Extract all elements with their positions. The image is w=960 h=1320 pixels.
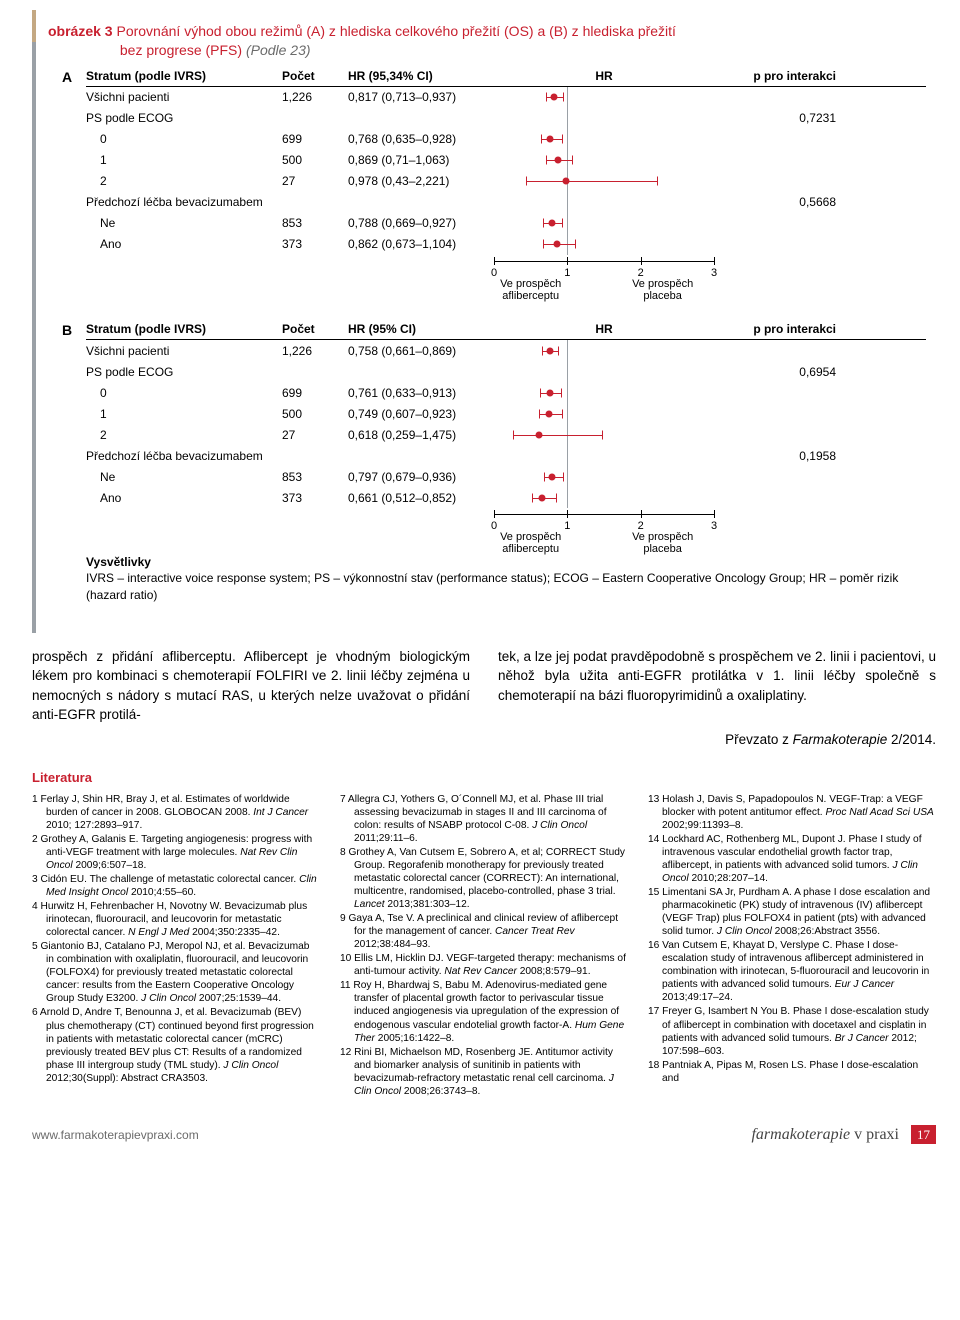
body-p1: prospěch z přidání afliberceptu. Afliber… [32, 647, 470, 725]
forest-plot-row [494, 340, 714, 361]
footer-brand: farmakoterapie v praxi 17 [751, 1124, 936, 1146]
panel-letter: A [62, 68, 72, 87]
forest-header: Stratum (podle IVRS)PočetHR (95% CI)HRp … [86, 321, 926, 340]
forest-plot-row [494, 424, 714, 445]
forest-plot-row [494, 129, 714, 150]
forest-row: 06990,768 (0,635–0,928) [86, 129, 926, 150]
page-footer: www.farmakoterapievpraxi.com farmakotera… [32, 1124, 936, 1146]
reference-item: 7 Allegra CJ, Yothers G, O´Connell MJ, e… [340, 793, 628, 845]
forest-row: Předchozí léčba bevacizumabem0,1958 [86, 445, 926, 466]
forest-row: 2270,618 (0,259–1,475) [86, 424, 926, 445]
forest-header: Stratum (podle IVRS)PočetHR (95,34% CI)H… [86, 68, 926, 87]
reference-item: 6 Arnold D, Andre T, Benounna J, et al. … [32, 1006, 320, 1084]
forest-row: PS podle ECOG0,7231 [86, 108, 926, 129]
credit-line: Převzato z Farmakoterapie 2/2014. [32, 731, 936, 749]
forest-axis: 0123Ve prospěch afliberceptuVe prospěch … [494, 257, 714, 291]
forest-row: Ano3730,661 (0,512–0,852) [86, 487, 926, 508]
page-number: 17 [911, 1125, 936, 1144]
forest-plot-row [494, 487, 714, 508]
reference-item: 18 Pantniak A, Pipas M, Rosen LS. Phase … [648, 1059, 936, 1085]
figure-title-line2: bez progrese (PFS) [120, 42, 242, 58]
body-p2: tek, a lze jej podat pravděpodobně s pro… [498, 647, 936, 706]
forest-row: 15000,869 (0,71–1,063) [86, 150, 926, 171]
forest-axis: 0123Ve prospěch afliberceptuVe prospěch … [494, 510, 714, 544]
legend-text: IVRS – interactive voice response system… [86, 571, 898, 601]
legend-heading: Vysvětlivky [86, 555, 151, 569]
reference-item: 17 Freyer G, Isambert N You B. Phase I d… [648, 1005, 936, 1057]
reference-item: 4 Hurwitz H, Fehrenbacher H, Novotny W. … [32, 900, 320, 939]
reference-item: 10 Ellis LM, Hicklin DJ. VEGF-targeted t… [340, 952, 628, 978]
forest-plot-row [494, 87, 714, 108]
forest-plot-row [494, 234, 714, 255]
forest-plot-row [494, 171, 714, 192]
forest-row: Ne8530,797 (0,679–0,936) [86, 466, 926, 487]
forest-row: Všichni pacienti1,2260,758 (0,661–0,869) [86, 340, 926, 361]
panel-letter: B [62, 321, 72, 340]
reference-item: 2 Grothey A, Galanis E. Targeting angiog… [32, 833, 320, 872]
reference-item: 11 Roy H, Bhardwaj S, Babu M. Adenovirus… [340, 979, 628, 1044]
figure-title-line1: Porovnání výhod obou režimů (A) z hledis… [116, 23, 675, 39]
reference-item: 9 Gaya A, Tse V. A preclinical and clini… [340, 912, 628, 951]
references-list: 1 Ferlay J, Shin HR, Bray J, et al. Esti… [32, 793, 936, 1098]
reference-item: 8 Grothey A, Van Cutsem E, Sobrero A, et… [340, 846, 628, 911]
forest-row: Ano3730,862 (0,673–1,104) [86, 234, 926, 255]
reference-item: 12 Rini BI, Michaelson MD, Rosenberg JE.… [340, 1046, 628, 1098]
reference-item: 5 Giantonio BJ, Catalano PJ, Meropol NJ,… [32, 940, 320, 1005]
figure-source: (Podle 23) [246, 42, 311, 58]
forest-plot-row [494, 445, 714, 466]
forest-plot-row [494, 403, 714, 424]
figure-title: obrázek 3 Porovnání výhod obou režimů (A… [48, 22, 926, 60]
forest-plot-row [494, 213, 714, 234]
figure-label: obrázek 3 [48, 23, 113, 39]
reference-item: 16 Van Cutsem E, Khayat D, Verslype C. P… [648, 939, 936, 1004]
forest-panel-B: BStratum (podle IVRS)PočetHR (95% CI)HRp… [86, 321, 926, 544]
forest-plot-row [494, 192, 714, 213]
forest-row: PS podle ECOG0,6954 [86, 361, 926, 382]
reference-item: 15 Limentani SA Jr, Purdham A. A phase I… [648, 886, 936, 938]
forest-panel-A: AStratum (podle IVRS)PočetHR (95,34% CI)… [86, 68, 926, 291]
figure-legend: Vysvětlivky IVRS – interactive voice res… [86, 554, 926, 603]
forest-row: 15000,749 (0,607–0,923) [86, 403, 926, 424]
forest-plot-row [494, 361, 714, 382]
figure-3-box: obrázek 3 Porovnání výhod obou režimů (A… [32, 16, 936, 633]
footer-url: www.farmakoterapievpraxi.com [32, 1127, 199, 1143]
forest-row: 06990,761 (0,633–0,913) [86, 382, 926, 403]
forest-row: Všichni pacienti1,2260,817 (0,713–0,937) [86, 87, 926, 108]
forest-plot-row [494, 382, 714, 403]
forest-plot-row [494, 108, 714, 129]
forest-plot-row [494, 150, 714, 171]
reference-item: 14 Lockhard AC, Rothenberg ML, Dupont J.… [648, 833, 936, 885]
reference-item: 1 Ferlay J, Shin HR, Bray J, et al. Esti… [32, 793, 320, 832]
reference-item: 3 Cidón EU. The challenge of metastatic … [32, 873, 320, 899]
body-text: prospěch z přidání afliberceptu. Afliber… [32, 647, 936, 725]
forest-row: 2270,978 (0,43–2,221) [86, 171, 926, 192]
reference-item: 13 Holash J, Davis S, Papadopoulos N. VE… [648, 793, 936, 832]
forest-plot-row [494, 466, 714, 487]
references-heading: Literatura [32, 769, 936, 787]
forest-row: Předchozí léčba bevacizumabem0,5668 [86, 192, 926, 213]
forest-row: Ne8530,788 (0,669–0,927) [86, 213, 926, 234]
